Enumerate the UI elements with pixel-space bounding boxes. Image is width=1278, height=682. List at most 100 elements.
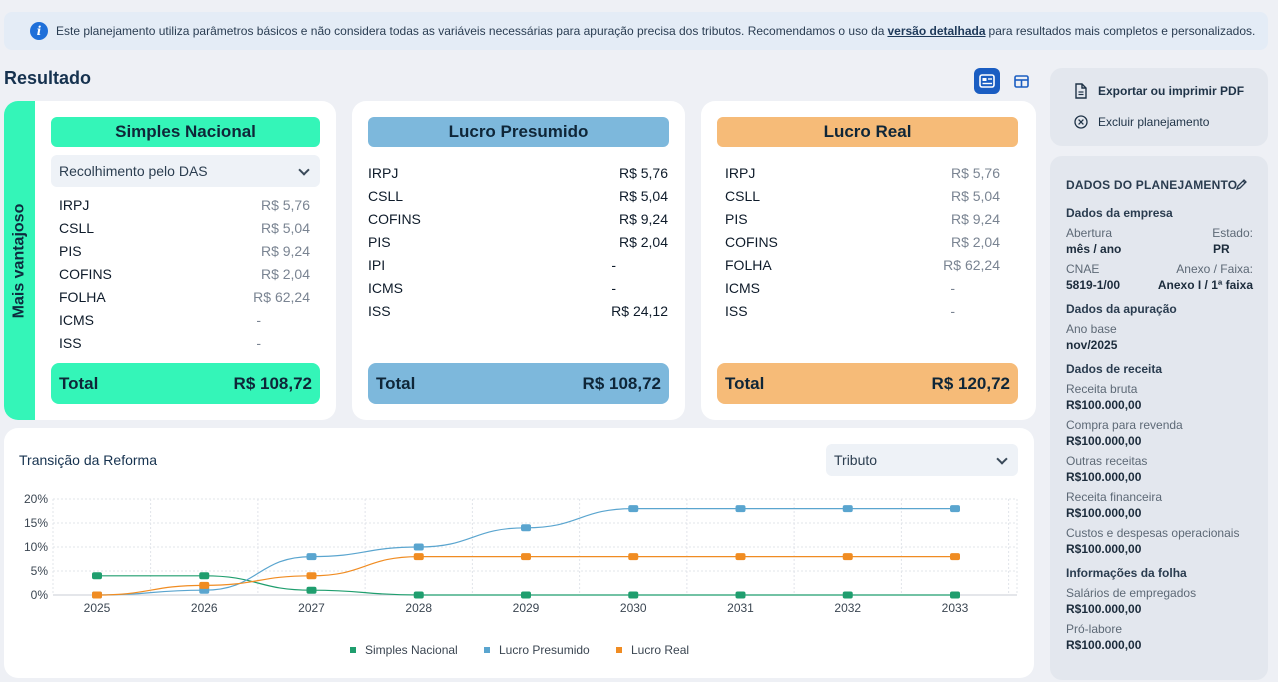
tax-row: PIS R$ 2,04 [368, 233, 668, 250]
section-folha: Informações da folha [1066, 566, 1187, 580]
x-tick-label: 2025 [84, 601, 111, 615]
folha-value: R$100.000,00 [1066, 638, 1142, 652]
tax-row: CSLL R$ 5,04 [368, 187, 668, 204]
data-point [628, 591, 639, 599]
plan-data-panel: DADOS DO PLANEJAMENTO Dados da empresa A… [1050, 156, 1268, 680]
total-value: R$ 108,72 [233, 373, 312, 393]
total-value: R$ 120,72 [931, 373, 1010, 393]
data-point [842, 505, 853, 513]
cnae-value: 5819-1/00 [1066, 278, 1121, 292]
receita-value: R$100.000,00 [1066, 542, 1142, 556]
data-point [735, 553, 746, 561]
data-point [521, 591, 531, 599]
tax-row: CSLL R$ 5,04 [59, 219, 310, 236]
legend-swatch [616, 647, 622, 653]
table-view-button[interactable] [1008, 68, 1034, 94]
data-point [306, 586, 317, 594]
chart-title: Transição da Reforma [19, 452, 157, 468]
tax-row: FOLHA R$ 62,24 [725, 256, 1000, 273]
tax-row: PIS R$ 9,24 [725, 210, 1000, 227]
banner-text-before: Este planejamento utiliza parâmetros bás… [56, 24, 885, 38]
tributo-select[interactable]: Tributo [826, 444, 1018, 476]
legend-label: Lucro Presumido [499, 643, 590, 657]
total-label: Total [59, 373, 99, 393]
tax-row: ICMS - [725, 279, 955, 296]
abertura-value: mês / ano [1066, 242, 1122, 256]
das-select-value: Recolhimento pelo DAS [59, 163, 208, 179]
data-point [950, 591, 960, 599]
total-bar: Total R$ 120,72 [717, 363, 1018, 404]
total-bar: Total R$ 108,72 [368, 363, 669, 404]
tax-row: ISS R$ 24,12 [368, 302, 668, 319]
receita-label: Custos e despesas operacionais [1066, 526, 1240, 540]
legend-swatch [484, 647, 490, 653]
tax-row: COFINS R$ 2,04 [725, 233, 1000, 250]
legend-label: Lucro Real [631, 643, 689, 657]
tax-row: IPI - [368, 256, 616, 273]
delete-plan-button[interactable]: Excluir planejamento [1074, 115, 1209, 129]
total-label: Total [376, 373, 416, 393]
edit-pencil-icon[interactable] [1235, 178, 1248, 191]
tax-row: FOLHA R$ 62,24 [59, 288, 310, 305]
cnae-label: CNAE [1066, 262, 1100, 276]
data-point [521, 553, 531, 561]
data-point [199, 581, 210, 589]
tax-row: CSLL R$ 5,04 [725, 187, 1000, 204]
y-tick-label: 10% [24, 540, 48, 554]
data-point [628, 505, 639, 513]
export-pdf-button[interactable]: Exportar ou imprimir PDF [1074, 83, 1244, 99]
tax-row: COFINS R$ 2,04 [59, 265, 310, 282]
series-line [96, 508, 955, 596]
actions-panel: Exportar ou imprimir PDF Excluir planeja… [1050, 68, 1268, 146]
card-lucro-presumido: Lucro Presumido IRPJ R$ 5,76 CSLL R$ 5,04 … [352, 101, 685, 420]
data-point [92, 572, 102, 580]
most-advantageous-badge: Mais vantajoso [4, 101, 35, 420]
receita-label: Receita financeira [1066, 490, 1163, 504]
card-title: Simples Nacional [51, 117, 320, 147]
delete-label: Excluir planejamento [1098, 115, 1210, 129]
legend-swatch [350, 647, 356, 653]
folha-label: Pró-labore [1066, 622, 1123, 636]
banner-text-after: para resultados mais completos e persona… [988, 24, 1256, 38]
data-point [521, 524, 531, 532]
x-tick-label: 2029 [513, 601, 540, 615]
das-select[interactable]: Recolhimento pelo DAS [51, 155, 320, 187]
total-value: R$ 108,72 [582, 373, 661, 393]
x-tick-label: 2031 [727, 601, 754, 615]
detailed-version-link[interactable]: versão detalhada [887, 24, 986, 38]
folha-label: Salários de empregados [1066, 586, 1197, 600]
section-empresa: Dados da empresa [1066, 206, 1173, 220]
reform-transition-panel: Transição da Reforma Tributo 0% 5% 10% 15% 2… [4, 428, 1034, 678]
card-title: Lucro Real [717, 117, 1018, 147]
data-point [735, 591, 746, 599]
folha-value: R$100.000,00 [1066, 602, 1142, 616]
data-point [950, 553, 960, 561]
tax-row: ICMS - [368, 279, 616, 296]
data-point [306, 553, 317, 561]
data-point [413, 591, 424, 599]
section-apuracao: Dados da apuração [1066, 302, 1177, 316]
data-point [842, 553, 853, 561]
receita-value: R$100.000,00 [1066, 434, 1142, 448]
export-label: Exportar ou imprimir PDF [1098, 84, 1245, 98]
estado-label: Estado: [1212, 226, 1253, 240]
card-simples-nacional: Mais vantajoso Simples Nacional Recolhim… [4, 101, 336, 420]
plan-data-heading: DADOS DO PLANEJAMENTO [1066, 178, 1238, 192]
legend-label: Simples Nacional [365, 643, 458, 657]
card-view-icon [979, 74, 995, 88]
anexo-label: Anexo / Faixa: [1176, 262, 1253, 276]
card-lucro-real: Lucro Real IRPJ R$ 5,76 CSLL R$ 5,04 PIS R$… [701, 101, 1036, 420]
badge-label: Mais vantajoso [10, 203, 28, 318]
x-tick-label: 2028 [405, 601, 432, 615]
receita-label: Compra para revenda [1066, 418, 1183, 432]
data-point [306, 572, 317, 580]
y-tick-label: 15% [24, 516, 48, 530]
tax-row: ISS - [725, 302, 955, 319]
tax-row: IRPJ R$ 5,76 [725, 164, 1000, 181]
result-title: Resultado [4, 68, 92, 88]
data-point [842, 591, 853, 599]
data-point [199, 572, 210, 580]
receita-value: R$100.000,00 [1066, 470, 1142, 484]
card-view-button[interactable] [974, 68, 1000, 94]
chevron-down-icon [298, 164, 310, 176]
